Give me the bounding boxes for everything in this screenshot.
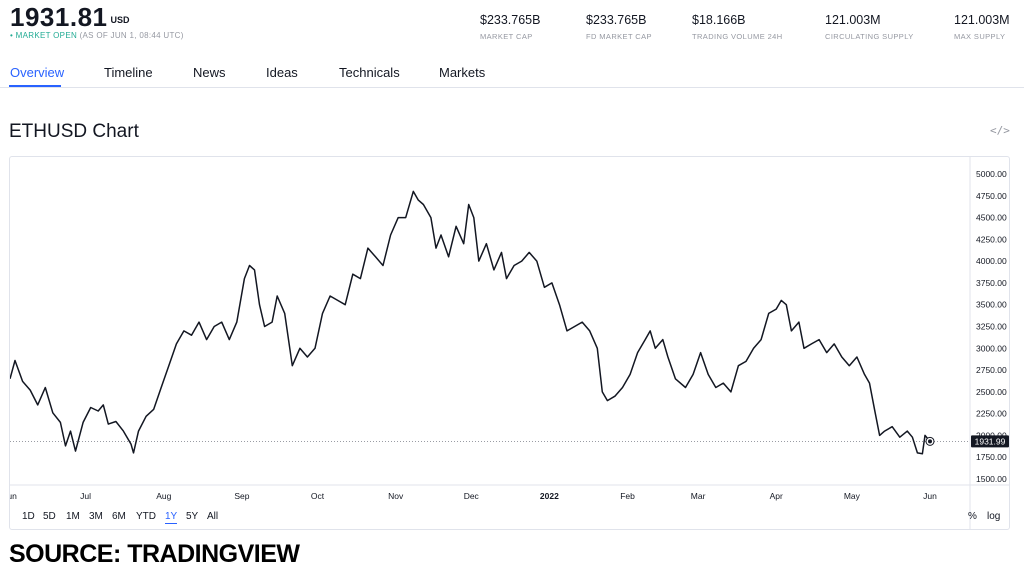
tab-bar: Overview Timeline News Ideas Technicals … [0,58,1024,88]
stat-max-supply: 121.003M MAX SUPPLY [954,13,1010,41]
tab-technicals[interactable]: Technicals [339,65,400,80]
range-button-5d[interactable]: 5D [43,511,56,522]
x-tick-label: Dec [464,491,480,501]
as-of-timestamp: (AS OF JUN 1, 08:44 UTC) [79,31,184,40]
stat-label: MARKET CAP [480,32,533,41]
y-tick-label: 4250.00 [976,234,1007,244]
stat-value: 121.003M [954,13,1010,27]
y-tick-label: 2250.00 [976,409,1007,419]
x-tick-label: Sep [234,491,249,501]
current-price: 1931.81 [10,2,108,32]
eth-price-line [10,190,931,455]
chart-container[interactable]: 5000.00 4750.00 4500.00 4250.00 4000.00 3750.… [9,156,1010,530]
source-caption: SOURCE: TRADINGVIEW [9,540,300,568]
stat-fd-market-cap: $233.765B FD MARKET CAP [586,13,652,41]
market-status: • MARKET OPEN (AS OF JUN 1, 08:44 UTC) [10,31,184,40]
stat-circulating-supply: 121.003M CIRCULATING SUPPLY [825,13,914,41]
range-button-all[interactable]: All [207,511,219,522]
stat-label: CIRCULATING SUPPLY [825,32,914,41]
currency-label: USD [110,15,130,25]
y-tick-label: 3750.00 [976,278,1007,288]
tab-markets[interactable]: Markets [439,65,486,80]
last-price-badge [971,435,1009,448]
x-tick-label: Feb [620,491,635,501]
y-axis: 5000.00 4750.00 4500.00 4250.00 4000.00 3750.… [969,157,1009,529]
x-tick-label: Jun [10,491,17,501]
range-button-1m[interactable]: 1M [66,511,80,522]
active-tab-indicator [9,85,61,87]
range-button-3m[interactable]: 3M [89,511,103,522]
stat-value: 121.003M [825,13,881,27]
log-scale-toggle[interactable]: log [987,511,1001,522]
y-tick-label: 2750.00 [976,365,1007,375]
stat-market-cap: $233.765B MARKET CAP [480,13,540,41]
tab-news[interactable]: News [193,65,226,80]
y-tick-label: 4000.00 [976,256,1007,266]
x-tick-label: Jun [923,491,937,501]
price-header: 1931.81 USD [10,2,130,33]
y-tick-label: 4500.00 [976,213,1007,223]
plot-area [10,190,970,455]
x-tick-label: May [844,491,861,501]
price-chart[interactable]: 5000.00 4750.00 4500.00 4250.00 4000.00 3750.… [10,157,1009,529]
x-tick-label: Apr [770,491,783,501]
last-price-label: 1931.99 [975,436,1006,446]
stat-label: MAX SUPPLY [954,32,1006,41]
x-axis: Jun Jul Aug Sep Oct Nov Dec 2022 Feb Mar Apr May Jun [10,484,1009,501]
x-tick-label: Aug [156,491,171,501]
range-button-5y[interactable]: 5Y [186,511,199,522]
y-tick-label: 1750.00 [976,452,1007,462]
y-tick-label: 3000.00 [976,343,1007,353]
percent-scale-toggle[interactable]: % [968,511,977,522]
status-dot-icon: • [10,31,14,40]
range-button-1d[interactable]: 1D [22,511,35,522]
y-tick-label: 1500.00 [976,474,1007,484]
last-point-dot [928,439,932,444]
tab-ideas[interactable]: Ideas [266,65,298,80]
embed-code-icon[interactable]: </> [990,124,1010,137]
y-tick-label: 4750.00 [976,191,1007,201]
y-tick-label: 3250.00 [976,322,1007,332]
range-button-ytd[interactable]: YTD [136,511,156,522]
x-tick-label: Nov [388,491,404,501]
y-tick-label: 5000.00 [976,169,1007,179]
x-tick-label: Oct [311,491,325,501]
y-tick-label: 2500.00 [976,387,1007,397]
stat-value: $233.765B [586,13,647,27]
chart-title: ETHUSD Chart [9,121,139,142]
stat-trading-volume: $18.166B TRADING VOLUME 24H [692,13,783,41]
range-button-6m[interactable]: 6M [112,511,126,522]
range-button-1y[interactable]: 1Y [165,511,178,524]
y-tick-label: 3500.00 [976,300,1007,310]
stat-value: $233.765B [480,13,541,27]
market-open-label: MARKET OPEN [15,31,78,40]
x-tick-label: Jul [80,491,91,501]
tab-overview[interactable]: Overview [10,65,65,80]
stat-label: TRADING VOLUME 24H [692,32,783,41]
stat-label: FD MARKET CAP [586,32,652,41]
x-tick-label: Mar [691,491,706,501]
tab-timeline[interactable]: Timeline [104,65,153,80]
x-tick-label: 2022 [540,491,559,501]
stat-value: $18.166B [692,13,746,27]
